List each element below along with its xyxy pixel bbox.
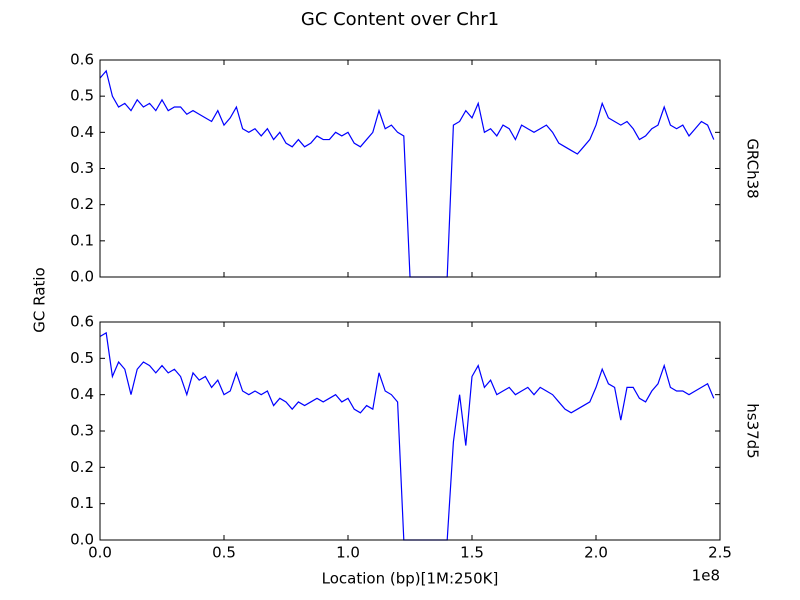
y-tick-label: 0.0 [70, 268, 94, 286]
plot-frame [99, 321, 721, 541]
x-tick-label: 2.5 [708, 544, 732, 562]
panel-label: hs37d5 [744, 403, 762, 458]
x-tick-label: 0.5 [212, 544, 236, 562]
x-tick-label: 1.0 [336, 544, 360, 562]
x-tick-label: 1.5 [460, 544, 484, 562]
x-tick-label: 0.0 [88, 544, 112, 562]
y-tick-label: 0.5 [70, 349, 94, 367]
y-tick-label: 0.5 [70, 87, 94, 105]
y-tick-label: 0.6 [70, 313, 94, 331]
panel-label: GRCh38 [744, 138, 762, 198]
plot-frame [99, 59, 721, 278]
data-line [99, 69, 715, 278]
y-tick-label: 0.0 [70, 531, 94, 549]
y-tick-label: 0.6 [70, 51, 94, 69]
x-axis-label: Location (bp)[1M:250K] [322, 570, 499, 588]
x-tick-label: 2.0 [584, 544, 608, 562]
y-tick-label: 0.2 [70, 195, 94, 213]
y-tick-label: 0.4 [70, 123, 94, 141]
y-tick-label: 0.2 [70, 458, 94, 476]
y-tick-label: 0.4 [70, 385, 94, 403]
chart-title: GC Content over Chr1 [301, 9, 499, 30]
x-offset-label: 1e8 [692, 567, 720, 585]
y-axis-label: GC Ratio [31, 267, 49, 332]
y-tick-label: 0.3 [70, 422, 94, 440]
y-tick-label: 0.1 [70, 494, 94, 512]
y-tick-label: 0.3 [70, 159, 94, 177]
y-tick-label: 0.1 [70, 231, 94, 249]
